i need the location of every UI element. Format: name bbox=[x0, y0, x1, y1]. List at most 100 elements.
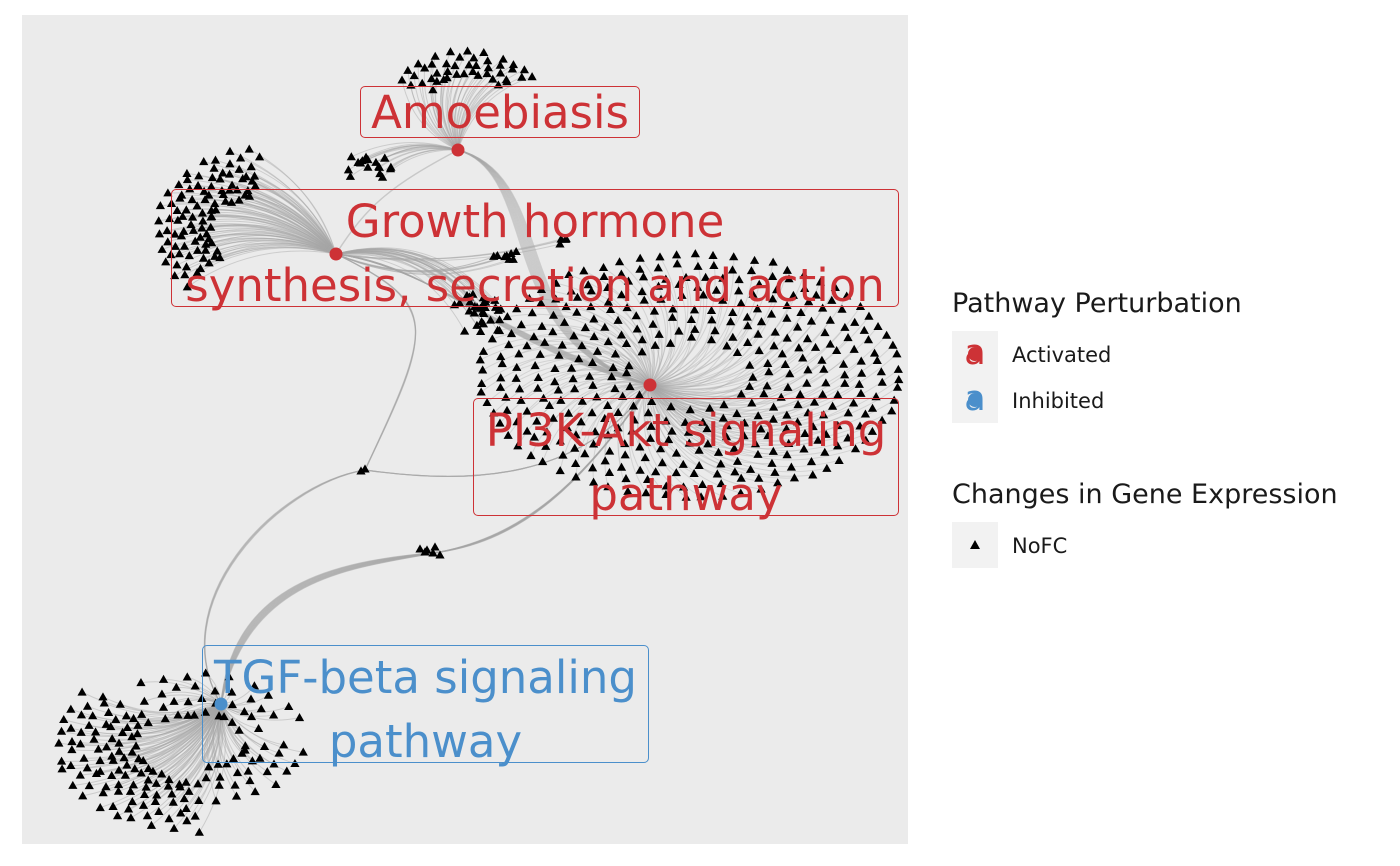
network-edge bbox=[649, 384, 768, 440]
gene-node bbox=[513, 441, 523, 450]
network-edge bbox=[335, 243, 561, 262]
gene-node bbox=[84, 781, 94, 790]
pathway-label-line: synthesis, secretion and action bbox=[185, 259, 885, 312]
gene-node bbox=[566, 363, 577, 372]
gene-node bbox=[694, 460, 704, 470]
gene-node bbox=[548, 310, 559, 319]
gene-node bbox=[279, 740, 289, 749]
gene-node bbox=[702, 424, 712, 433]
gene-node bbox=[167, 789, 177, 798]
network-edge bbox=[105, 703, 222, 788]
gene-node bbox=[759, 389, 769, 398]
gene-node bbox=[739, 418, 750, 427]
gene-node bbox=[246, 712, 257, 721]
network-edge bbox=[622, 384, 651, 444]
gene-node bbox=[642, 474, 653, 483]
network-edge bbox=[102, 696, 222, 714]
gene-node bbox=[768, 414, 778, 423]
network-edge bbox=[87, 703, 222, 769]
gene-node bbox=[470, 301, 480, 310]
gene-node bbox=[345, 171, 355, 180]
gene-node bbox=[782, 410, 792, 419]
network-edge bbox=[187, 250, 337, 288]
network-edge bbox=[649, 384, 827, 446]
gene-node bbox=[810, 342, 821, 351]
network-edge bbox=[220, 703, 275, 765]
pathway-node-pi3k-akt bbox=[643, 378, 657, 392]
gene-node bbox=[686, 314, 696, 323]
legend-title-perturbation: Pathway Perturbation bbox=[952, 288, 1242, 319]
gene-node bbox=[672, 259, 682, 268]
gene-node bbox=[842, 291, 852, 300]
network-edge bbox=[167, 192, 337, 255]
gene-node bbox=[613, 407, 623, 416]
network-edge bbox=[554, 358, 651, 386]
gene-node bbox=[604, 467, 615, 476]
gene-node bbox=[892, 382, 903, 391]
network-edge bbox=[457, 149, 651, 386]
network-edge bbox=[335, 247, 496, 301]
gene-node bbox=[247, 176, 257, 185]
gene-node bbox=[478, 365, 488, 374]
gene-node bbox=[770, 467, 780, 476]
gene-node bbox=[162, 226, 172, 235]
network-edge bbox=[457, 149, 651, 386]
network-edge bbox=[649, 384, 700, 451]
network-edge bbox=[223, 194, 337, 255]
gene-node bbox=[873, 321, 883, 331]
gene-node bbox=[201, 668, 211, 677]
network-edge bbox=[378, 147, 459, 168]
network-edge bbox=[649, 262, 774, 386]
gene-node bbox=[170, 241, 181, 250]
gene-node bbox=[177, 190, 187, 199]
gene-node bbox=[825, 339, 835, 348]
gene-node bbox=[603, 337, 613, 346]
gene-node bbox=[192, 201, 202, 210]
gene-node bbox=[154, 229, 165, 238]
network-edge bbox=[220, 703, 268, 773]
gene-node bbox=[569, 331, 579, 340]
gene-node bbox=[809, 397, 820, 406]
network-edge bbox=[644, 384, 677, 474]
gene-node bbox=[785, 369, 795, 378]
gene-node bbox=[430, 51, 440, 60]
gene-node bbox=[782, 450, 792, 459]
gene-node bbox=[512, 362, 522, 371]
gene-node bbox=[651, 467, 661, 476]
gene-node bbox=[75, 770, 85, 779]
gene-node bbox=[524, 293, 534, 302]
network-edge bbox=[649, 376, 754, 400]
gene-node bbox=[240, 741, 250, 750]
gene-node bbox=[585, 371, 595, 380]
network-edge bbox=[220, 703, 300, 721]
gene-node bbox=[228, 754, 239, 763]
gene-node bbox=[182, 816, 192, 825]
gene-node bbox=[859, 325, 869, 334]
gene-node bbox=[559, 317, 570, 326]
network-edge bbox=[120, 703, 222, 715]
gene-node bbox=[736, 389, 746, 398]
gene-node bbox=[613, 315, 623, 324]
network-edge bbox=[649, 384, 795, 479]
gene-node bbox=[490, 295, 500, 304]
gene-node bbox=[503, 430, 513, 439]
gene-node bbox=[494, 326, 505, 335]
gene-node bbox=[707, 315, 717, 324]
gene-node bbox=[184, 251, 194, 260]
gene-node bbox=[664, 435, 674, 444]
gene-node bbox=[132, 729, 143, 738]
gene-node bbox=[855, 421, 865, 430]
gene-node bbox=[840, 322, 850, 331]
gene-node bbox=[600, 413, 610, 422]
gene-node bbox=[371, 157, 381, 166]
gene-node bbox=[533, 372, 543, 382]
gene-node bbox=[494, 315, 505, 324]
network-edge bbox=[413, 75, 459, 151]
gene-node bbox=[269, 710, 279, 719]
triangle-icon bbox=[970, 540, 980, 549]
gene-node bbox=[716, 479, 726, 488]
gene-node bbox=[468, 289, 478, 298]
network-edge bbox=[453, 71, 474, 151]
gene-node bbox=[176, 808, 186, 817]
gene-node bbox=[681, 492, 691, 501]
